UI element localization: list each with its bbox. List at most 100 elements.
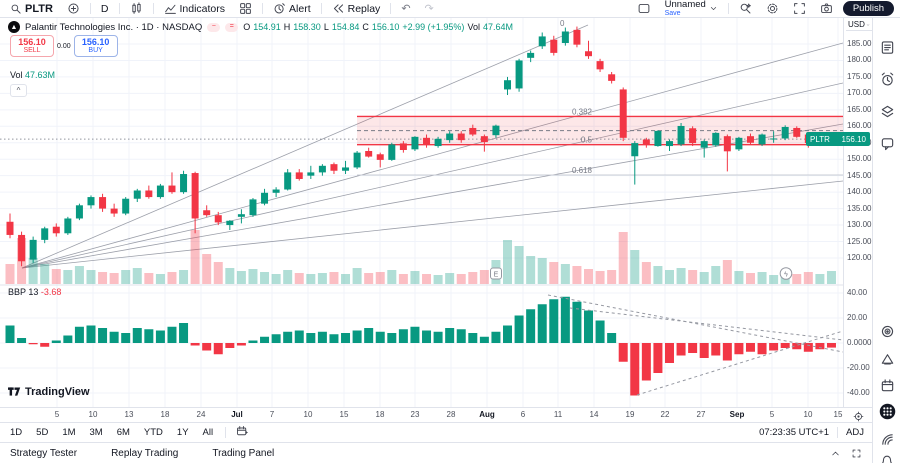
time-axis[interactable]: 5 10 13 18 24 Jul 7 10 15 18 23 28 Aug 6 11 14 19 22 27 Sep… xyxy=(0,407,872,422)
spread-value: 0.00 xyxy=(54,42,74,50)
symbol-legend: ▲ Palantir Technologies Inc. · 1D · NASD… xyxy=(8,21,513,33)
currency-label: USD xyxy=(848,20,865,29)
range-button-1m[interactable]: 1M xyxy=(62,427,76,438)
bbp-tick: 0.0000 xyxy=(847,338,872,347)
price-tick: 120.00 xyxy=(847,252,872,262)
chart-svg: 0.382 0.5 0.618 0 E ϟ xyxy=(0,18,843,407)
bbp-legend: BBP 13 -3.68 xyxy=(8,287,61,297)
clock[interactable]: 07:23:35 UTC+1 xyxy=(759,427,830,438)
tab-strategy-tester[interactable]: Strategy Tester xyxy=(10,447,78,459)
status-divider xyxy=(837,427,839,438)
palantir-logo: ▲ xyxy=(8,21,20,33)
date-ranges: 1D 5D 1M 3M 6M YTD 1Y All xyxy=(8,425,248,440)
date-tick: 18 xyxy=(160,410,170,419)
bbp-label[interactable]: BBP 13 xyxy=(8,287,39,297)
svg-text:E: E xyxy=(494,272,499,279)
trade-widget: 156.10 SELL 0.00 156.10 BUY xyxy=(10,35,118,58)
publish-button[interactable]: Publish xyxy=(842,1,894,16)
price-tick: 185.00 xyxy=(847,39,872,48)
apps-menu-icon[interactable] xyxy=(878,402,896,420)
watchlist-icon[interactable] xyxy=(878,38,896,56)
buy-label: BUY xyxy=(88,47,103,55)
snapshot-button[interactable] xyxy=(816,1,837,16)
interval-button[interactable]: D xyxy=(97,2,113,16)
buy-button[interactable]: 156.10 BUY xyxy=(73,35,118,58)
low-value: 154.84 xyxy=(331,22,360,32)
undo-button[interactable]: ↶ xyxy=(397,1,414,16)
date-tick: 5 xyxy=(54,410,60,419)
target-icon xyxy=(853,411,864,422)
vol-study-label: Vol xyxy=(10,70,23,80)
range-button-1d[interactable]: 1D xyxy=(10,427,23,438)
layout-select-button[interactable] xyxy=(633,1,655,16)
indicators-button[interactable]: Indicators xyxy=(160,1,230,16)
toolbar-divider xyxy=(390,3,392,14)
vol-study-value: 47.63M xyxy=(25,70,56,80)
symbol-title[interactable]: Palantir Technologies Inc. · 1D · NASDAQ xyxy=(25,21,203,33)
top-toolbar: PLTR D Indicators A xyxy=(0,0,900,18)
legend-collapse-button[interactable]: ^ xyxy=(10,84,27,97)
date-tick: 10 xyxy=(303,410,313,419)
streams-icon[interactable] xyxy=(878,430,896,448)
legend-hide-pill[interactable]: − xyxy=(207,22,221,32)
save-link[interactable]: Save xyxy=(664,9,681,17)
fullscreen-button[interactable] xyxy=(789,1,810,16)
layout-name-button[interactable]: Unnamed Save xyxy=(661,0,722,18)
sell-button[interactable]: 156.10 SELL xyxy=(10,35,54,58)
range-button-ytd[interactable]: YTD xyxy=(143,427,163,438)
compare-add-button[interactable] xyxy=(63,1,84,16)
watermark-text: TradingView xyxy=(25,385,90,398)
price-tick: 130.00 xyxy=(847,220,872,230)
redo-button[interactable]: ↷ xyxy=(421,1,438,16)
alert-clock-icon xyxy=(274,3,285,14)
go-to-date-button[interactable] xyxy=(236,425,248,440)
price-tick: 150.00 xyxy=(847,154,872,164)
currency-dropdown[interactable]: USD xyxy=(846,19,872,31)
price-tick: 165.00 xyxy=(847,104,872,114)
quick-search-button[interactable] xyxy=(735,1,756,16)
chat-icon[interactable] xyxy=(878,134,896,152)
calendar-icon[interactable] xyxy=(878,376,896,394)
range-button-all[interactable]: All xyxy=(202,427,214,438)
panel-maximize-icon[interactable] xyxy=(851,448,862,459)
range-button-6m[interactable]: 6M xyxy=(116,427,130,438)
volume-value: 47.64M xyxy=(482,22,513,32)
date-tick: 28 xyxy=(446,410,456,419)
price-axis[interactable]: USD 185.00 180.00 175.00 170.00 165.00 160.00… xyxy=(843,18,872,407)
settings-button[interactable] xyxy=(762,1,783,16)
indicator-templates-button[interactable] xyxy=(235,1,256,16)
indicators-icon xyxy=(164,4,176,14)
hotlists-icon[interactable] xyxy=(878,322,896,340)
plus-circle-icon xyxy=(68,3,79,14)
symbol-search-button[interactable]: PLTR xyxy=(6,2,57,16)
notifications-bell-icon[interactable] xyxy=(878,452,896,463)
adj-toggle[interactable]: ADJ xyxy=(846,427,864,438)
bbp-value: -3.68 xyxy=(40,287,62,297)
chart-style-button[interactable] xyxy=(126,1,147,16)
date-tick: 27 xyxy=(696,410,706,419)
tab-trading-panel[interactable]: Trading Panel xyxy=(212,447,275,459)
date-tick: Jul xyxy=(231,410,243,419)
object-tree-icon[interactable] xyxy=(878,102,896,120)
alert-button[interactable]: Alert xyxy=(269,1,315,16)
range-button-1y[interactable]: 1Y xyxy=(176,427,189,438)
svg-text:0: 0 xyxy=(560,19,565,28)
date-tick: 18 xyxy=(375,410,385,419)
toolbar-divider xyxy=(89,3,91,14)
bbp-tick: -40.00 xyxy=(847,388,870,397)
range-button-3m[interactable]: 3M xyxy=(89,427,103,438)
replay-button[interactable]: Replay xyxy=(328,1,385,16)
indicators-label: Indicators xyxy=(179,2,226,15)
tab-replay-trading[interactable]: Replay Trading xyxy=(111,447,179,459)
tag-symbol: PLTR xyxy=(810,134,830,144)
legend-menu-pill[interactable]: = xyxy=(225,22,239,32)
scroll-to-realtime-button[interactable] xyxy=(853,409,864,427)
bbp-tick: 40.00 xyxy=(847,288,868,297)
panel-expand-icon[interactable] xyxy=(830,448,841,459)
tag-price: 156.10 xyxy=(841,134,866,144)
alerts-icon[interactable] xyxy=(878,70,896,88)
range-button-5d[interactable]: 5D xyxy=(36,427,49,438)
ideas-icon[interactable] xyxy=(878,349,896,367)
sell-label: SELL xyxy=(23,47,41,55)
